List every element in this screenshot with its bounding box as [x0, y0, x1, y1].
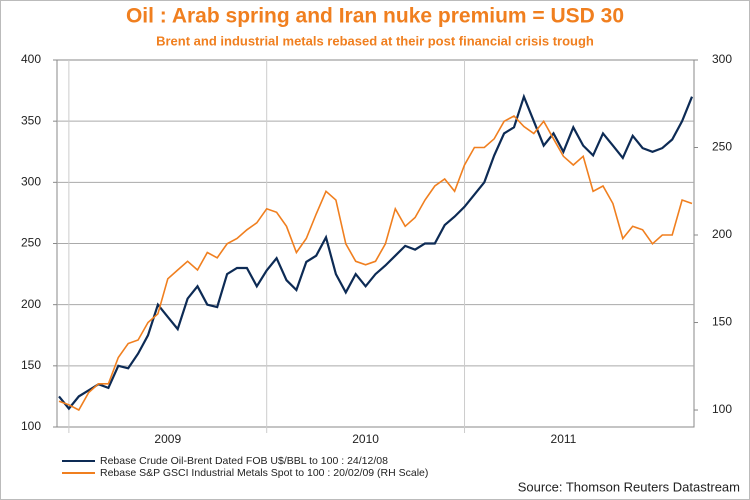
y-tick-label: 100 [21, 419, 41, 433]
y-tick-label: 300 [21, 175, 41, 189]
chart-subtitle: Brent and industrial metals rebased at t… [156, 33, 594, 48]
chart-title: Oil : Arab spring and Iran nuke premium … [126, 5, 624, 28]
x-tick-label: 2011 [551, 432, 577, 446]
series-line [58, 115, 693, 412]
source: Source: Thomson Reuters Datastream [518, 479, 740, 494]
y2-tick-label: 100 [712, 402, 732, 416]
legend-label: Rebase S&P GSCI Industrial Metals Spot t… [100, 467, 428, 479]
legend-label: Rebase Crude Oil-Brent Dated FOB U$/BBL … [100, 455, 388, 467]
y-tick-label: 250 [21, 236, 41, 250]
y2-tick-label: 250 [712, 140, 732, 154]
y2-tick-label: 200 [712, 227, 732, 241]
y2-tick-label: 150 [712, 315, 732, 329]
x-tick-label: 2009 [154, 432, 181, 446]
y-tick-label: 350 [21, 113, 41, 127]
y-tick-label: 400 [21, 52, 41, 66]
y-tick-label: 150 [21, 358, 41, 372]
series-line [58, 93, 694, 411]
x-tick-label: 2010 [352, 432, 379, 446]
y-tick-label: 200 [21, 297, 41, 311]
y2-tick-label: 300 [712, 52, 732, 66]
